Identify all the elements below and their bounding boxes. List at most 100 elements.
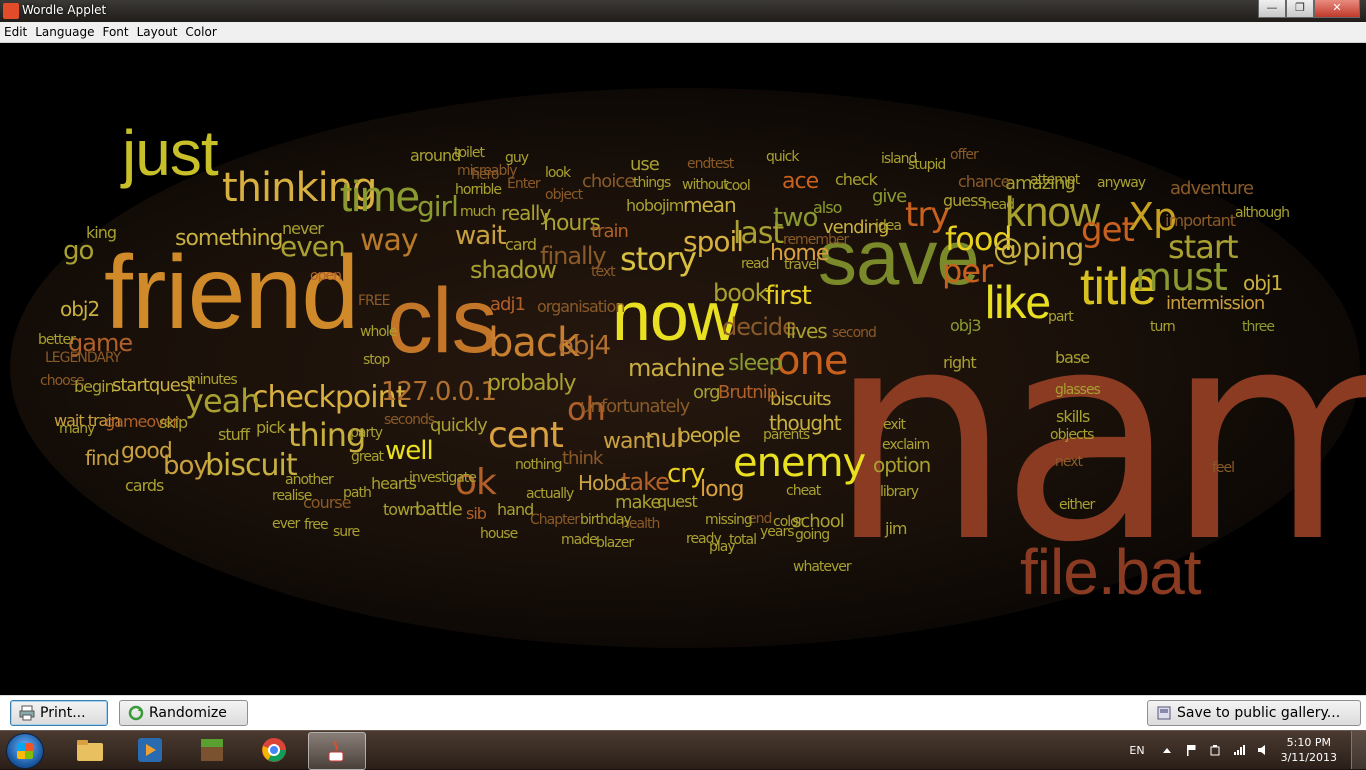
cloud-word: obj4 bbox=[558, 331, 611, 361]
cloud-word: unfortunately bbox=[580, 396, 690, 417]
language-indicator[interactable]: EN bbox=[1129, 743, 1145, 757]
menu-layout[interactable]: Layout bbox=[136, 25, 178, 39]
cloud-word: next bbox=[1055, 454, 1083, 470]
chrome-icon bbox=[262, 738, 286, 762]
cloud-word: yeah bbox=[185, 382, 261, 420]
cloud-word: right bbox=[943, 353, 977, 372]
cloud-word: checkpoint bbox=[252, 380, 407, 415]
cloud-word: cent bbox=[488, 415, 564, 456]
minimize-button[interactable]: — bbox=[1258, 0, 1286, 18]
cloud-word: oh bbox=[567, 390, 606, 428]
cloud-word: hero bbox=[471, 167, 499, 183]
cloud-word: quick bbox=[766, 149, 799, 165]
cloud-word: take bbox=[621, 468, 670, 496]
cloud-word: battle bbox=[415, 499, 463, 520]
cloud-word: attempt bbox=[1030, 172, 1080, 188]
cloud-word: last bbox=[733, 216, 784, 251]
window-titlebar[interactable]: Wordle Applet — ❐ ✕ bbox=[0, 0, 1366, 22]
cloud-word: minutes bbox=[187, 372, 238, 388]
cloud-word: choice bbox=[582, 171, 635, 192]
menu-language[interactable]: Language bbox=[35, 25, 95, 39]
cloud-word: first bbox=[765, 281, 812, 311]
tray-arrow-icon[interactable] bbox=[1161, 744, 1173, 756]
cloud-word: @ping bbox=[993, 232, 1084, 267]
print-button-label: Print... bbox=[40, 705, 86, 721]
close-button[interactable]: ✕ bbox=[1314, 0, 1360, 18]
cloud-word: lives bbox=[786, 319, 828, 343]
cloud-word: wait bbox=[455, 221, 507, 251]
cloud-word: quest bbox=[657, 492, 698, 511]
cloud-word: three bbox=[1242, 319, 1275, 335]
cloud-word: investigate bbox=[409, 470, 477, 486]
maximize-button[interactable]: ❐ bbox=[1286, 0, 1314, 18]
cloud-word: sure bbox=[333, 524, 360, 540]
menu-color[interactable]: Color bbox=[185, 25, 217, 39]
menu-edit[interactable]: Edit bbox=[4, 25, 28, 39]
clock-date: 3/11/2013 bbox=[1280, 751, 1337, 764]
clock-time: 5:10 PM bbox=[1286, 736, 1331, 749]
menu-font[interactable]: Font bbox=[102, 25, 129, 39]
cloud-word: use bbox=[630, 154, 660, 175]
cloud-word: something bbox=[175, 226, 283, 251]
cloud-word: turn bbox=[1150, 319, 1176, 335]
cloud-word: also bbox=[813, 198, 842, 217]
cloud-word: open bbox=[310, 268, 342, 284]
cloud-word: obj3 bbox=[950, 316, 982, 335]
cloud-word: adventure bbox=[1170, 178, 1254, 199]
cloud-word: intermission bbox=[1166, 293, 1265, 314]
cloud-word: must bbox=[1135, 255, 1228, 299]
refresh-icon bbox=[128, 705, 144, 721]
cloud-word: choose bbox=[40, 373, 85, 389]
window-controls: — ❐ ✕ bbox=[1258, 0, 1360, 18]
network-signal-icon[interactable] bbox=[1233, 744, 1245, 756]
taskbar-java-applet[interactable] bbox=[308, 732, 366, 770]
cloud-word: stupid bbox=[908, 157, 946, 173]
action-center-flag-icon[interactable] bbox=[1185, 744, 1197, 756]
cloud-word: vending bbox=[823, 217, 889, 238]
cloud-word: good bbox=[121, 439, 173, 464]
word-cloud-background bbox=[10, 88, 1360, 648]
cloud-word: hobojim bbox=[626, 196, 684, 215]
word-cloud-canvas[interactable]: name friend cls now save just file.bat title thi… bbox=[0, 43, 1366, 695]
start-button[interactable] bbox=[6, 733, 44, 769]
volume-icon[interactable] bbox=[1257, 744, 1269, 756]
save-gallery-button[interactable]: Save to public gallery... bbox=[1147, 700, 1361, 726]
taskbar-minecraft[interactable] bbox=[184, 732, 240, 768]
print-button[interactable]: Print... bbox=[10, 700, 108, 726]
show-desktop-button[interactable] bbox=[1351, 731, 1366, 769]
cloud-word: file.bat bbox=[1020, 536, 1202, 608]
randomize-button[interactable]: Randomize bbox=[119, 700, 248, 726]
cloud-word: although bbox=[1235, 205, 1290, 221]
cloud-word: one bbox=[776, 338, 848, 384]
cloud-word: long bbox=[700, 477, 744, 502]
cloud-word: around bbox=[410, 146, 461, 165]
cloud-word: spoil bbox=[683, 225, 744, 258]
cloud-word: get bbox=[1081, 210, 1135, 250]
cloud-word: glasses bbox=[1055, 382, 1101, 398]
cloud-word: just bbox=[122, 117, 219, 189]
cloud-word: really bbox=[501, 201, 551, 225]
cloud-word: cards bbox=[125, 476, 164, 495]
printer-icon bbox=[19, 705, 35, 721]
cloud-word: library bbox=[880, 484, 919, 500]
power-icon[interactable] bbox=[1209, 744, 1221, 756]
taskbar-explorer[interactable] bbox=[62, 732, 118, 768]
system-clock[interactable]: 5:10 PM 3/11/2013 bbox=[1281, 735, 1337, 765]
cloud-word: name bbox=[828, 269, 1366, 606]
cloud-word: made bbox=[561, 532, 598, 548]
taskbar-media-player[interactable] bbox=[122, 732, 178, 768]
cloud-word: LEGENDARY bbox=[45, 350, 121, 366]
cloud-word: option bbox=[873, 453, 931, 477]
cloud-word: think bbox=[562, 448, 603, 469]
cloud-word: party bbox=[350, 425, 383, 441]
windows-taskbar: EN 5:10 PM 3/11/2013 bbox=[0, 730, 1366, 770]
cloud-word: obj2 bbox=[60, 297, 100, 321]
cloud-word: total bbox=[729, 532, 757, 548]
cloud-word: hand bbox=[497, 500, 534, 519]
windows-logo-icon bbox=[17, 743, 33, 759]
taskbar-chrome[interactable] bbox=[246, 732, 302, 768]
cloud-word: pick bbox=[256, 418, 286, 437]
cloud-word: look bbox=[545, 165, 571, 181]
cloud-word: book bbox=[713, 279, 768, 307]
minecraft-icon bbox=[201, 739, 223, 761]
